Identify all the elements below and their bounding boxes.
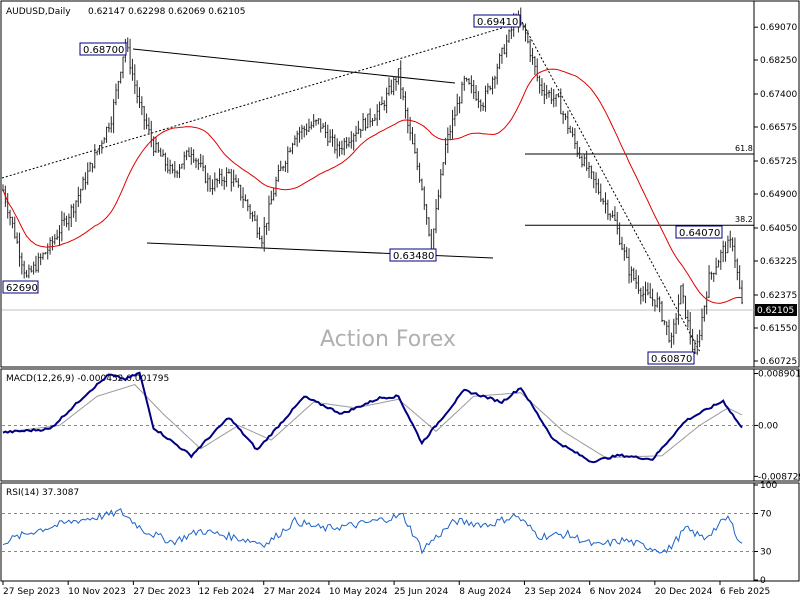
annotation-label: 0.68700 — [83, 45, 124, 56]
current-price-box — [755, 304, 797, 316]
time-tick-label: 6 Feb 2025 — [720, 587, 770, 597]
rsi-axis-ticks: 100 70 30 0 — [754, 481, 777, 586]
price-tick-label: 0.69070 — [760, 23, 797, 33]
rsi-line — [2, 508, 743, 555]
rsi-tick-label: 0 — [760, 576, 766, 586]
macd-tick-label: 0.008901 — [758, 369, 800, 379]
time-axis-ticks: 27 Sep 2023 10 Nov 2023 27 Dec 2023 12 Feb … — [2, 581, 770, 597]
price-tick-label: 0.65725 — [760, 157, 797, 167]
price-header-ohlc: 0.62147 0.62298 0.62069 0.62105 — [88, 7, 245, 17]
price-axis-ticks: 0.69070 0.68250 0.67400 0.66575 0.65725 0.649… — [754, 23, 797, 367]
watermark: Action Forex — [320, 327, 456, 352]
time-tick-label: 6 Nov 2024 — [590, 587, 642, 597]
annotation-label: 0.63480 — [393, 251, 434, 262]
price-header-symbol: AUDUSD,Daily — [6, 7, 71, 17]
rsi-tick-label: 100 — [760, 481, 777, 491]
rsi-tick-label: 30 — [760, 548, 772, 558]
price-annotations: 0.68700 0.69410 0.63480 0.64070 0.60870 62690 — [2, 14, 723, 365]
annotation-box — [473, 14, 521, 28]
time-tick-label: 12 Feb 2024 — [199, 587, 255, 597]
time-tick-label: 27 Mar 2024 — [264, 587, 321, 597]
time-tick-label: 27 Sep 2023 — [3, 587, 60, 597]
time-tick-label: 20 Dec 2024 — [655, 587, 713, 597]
rsi-panel — [0, 482, 800, 582]
time-tick-label: 8 Aug 2024 — [459, 587, 511, 597]
annotation-box — [389, 248, 437, 262]
fib-level-label: 61.8 — [735, 144, 753, 153]
price-tick-label: 0.62375 — [760, 291, 797, 301]
time-tick-label: 10 May 2024 — [329, 587, 388, 597]
price-levels: 61.8 38.2 — [525, 144, 754, 226]
trendline-upper-wedge — [132, 48, 456, 84]
rsi-tick-label: 70 — [760, 510, 772, 520]
current-price-label: 0.62105 — [757, 306, 794, 316]
moving-average-line — [2, 68, 743, 304]
annotation-label: 62690 — [6, 283, 38, 294]
annotation-label: 0.64070 — [679, 228, 720, 239]
price-tick-label: 0.68250 — [760, 56, 797, 66]
price-tick-label: 0.66575 — [760, 123, 797, 133]
time-tick-label: 27 Dec 2023 — [133, 587, 191, 597]
rsi-header: RSI(14) 37.3087 — [6, 488, 79, 498]
annotation-box — [79, 42, 127, 56]
trendline-long-dotted — [1, 21, 523, 179]
price-tick-label: 0.64050 — [760, 224, 797, 234]
price-tick-label: 0.61550 — [760, 324, 797, 334]
price-tick-label: 0.64900 — [760, 190, 797, 200]
annotation-box — [2, 280, 39, 294]
macd-tick-label: 0.00 — [758, 421, 778, 431]
annotation-label: 0.60870 — [651, 354, 692, 365]
annotation-box — [647, 351, 695, 365]
macd-line — [2, 371, 743, 464]
fib-level-label: 38.2 — [735, 215, 753, 224]
time-tick-label: 23 Sep 2024 — [524, 587, 581, 597]
price-tick-label: 0.67400 — [760, 90, 797, 100]
price-panel — [0, 0, 800, 368]
macd-tick-label: -0.008729 — [758, 472, 800, 482]
annotation-label: 0.69410 — [477, 17, 518, 28]
price-tick-label: 0.63225 — [760, 257, 797, 267]
time-tick-label: 10 Nov 2023 — [68, 587, 126, 597]
annotation-box — [675, 225, 723, 239]
macd-signal-line — [2, 384, 743, 458]
trendline-down-dotted — [521, 21, 701, 353]
macd-axis-ticks: 0.008901 0.00 -0.008729 — [754, 369, 800, 482]
macd-header: MACD(12,26,9) -0.000452 0.001795 — [6, 374, 169, 384]
price-tick-label: 0.60725 — [760, 357, 797, 367]
time-tick-label: 25 Jun 2024 — [394, 587, 448, 597]
